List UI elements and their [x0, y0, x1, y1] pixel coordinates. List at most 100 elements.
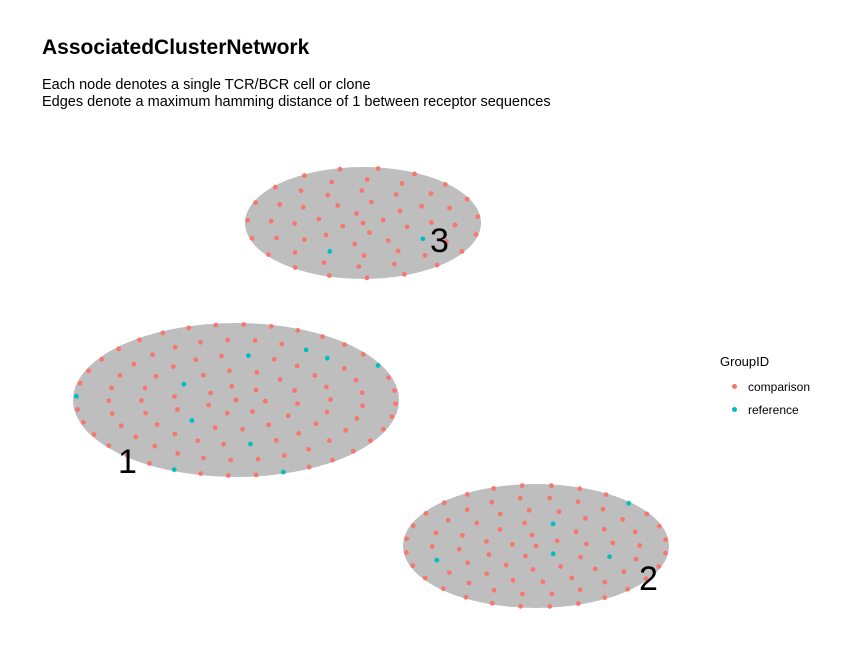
node-comparison — [160, 330, 166, 336]
node-comparison — [240, 426, 245, 432]
node-comparison — [285, 413, 291, 419]
node-comparison — [556, 509, 562, 515]
node-comparison — [106, 443, 112, 448]
node-comparison — [443, 239, 449, 244]
node-comparison — [364, 275, 370, 281]
node-comparison — [154, 422, 160, 427]
node-comparison — [325, 192, 331, 198]
node-comparison — [175, 451, 181, 456]
node-comparison — [526, 507, 532, 513]
node-comparison — [464, 196, 470, 202]
node-comparison — [519, 483, 525, 488]
node-comparison — [241, 322, 247, 327]
node-comparison — [253, 387, 259, 393]
node-comparison — [335, 203, 341, 208]
node-comparison — [518, 603, 523, 609]
node-comparison — [554, 538, 560, 544]
node-comparison — [271, 356, 277, 362]
node-comparison — [326, 273, 332, 278]
node-comparison — [368, 199, 374, 205]
node-comparison — [456, 546, 462, 552]
node-comparison — [360, 403, 365, 409]
legend-dot-comparison — [732, 384, 737, 389]
node-comparison — [292, 250, 298, 255]
node-comparison — [143, 410, 149, 416]
node-comparison — [320, 334, 325, 339]
node-comparison — [442, 182, 448, 187]
node-comparison — [253, 200, 258, 206]
node-comparison — [201, 455, 206, 461]
node-comparison — [298, 188, 304, 194]
node-comparison — [491, 587, 497, 593]
node-comparison — [324, 384, 329, 390]
node-reference — [434, 557, 440, 563]
node-comparison — [137, 337, 142, 343]
cluster-label: 2 — [639, 560, 658, 598]
node-comparison — [341, 366, 347, 371]
node-comparison — [364, 177, 370, 182]
node-reference — [550, 521, 556, 527]
node-comparison — [296, 431, 302, 436]
node-comparison — [601, 526, 607, 532]
node-comparison — [152, 443, 158, 449]
node-comparison — [228, 457, 234, 463]
node-comparison — [419, 203, 425, 209]
node-reference — [189, 418, 195, 423]
node-comparison — [356, 264, 362, 269]
node-reference — [327, 249, 333, 254]
node-comparison — [404, 224, 410, 230]
node-comparison — [277, 202, 283, 207]
node-comparison — [510, 577, 516, 583]
node-comparison — [337, 166, 343, 172]
node-comparison — [489, 600, 495, 606]
node-comparison — [360, 220, 366, 226]
node-comparison — [321, 260, 327, 265]
node-comparison — [306, 464, 312, 470]
node-comparison — [219, 353, 224, 359]
node-comparison — [139, 398, 144, 403]
node-comparison — [463, 594, 469, 600]
node-comparison — [250, 409, 255, 414]
node-comparison — [395, 248, 401, 254]
node-comparison — [656, 564, 662, 569]
node-comparison — [452, 222, 458, 228]
node-comparison — [577, 587, 583, 593]
node-comparison — [520, 591, 525, 597]
legend-label: reference — [748, 402, 799, 417]
node-comparison — [523, 553, 528, 559]
node-comparison — [575, 499, 581, 505]
node-comparison — [575, 601, 581, 606]
node-comparison — [292, 388, 297, 393]
node-comparison — [484, 538, 489, 544]
node-comparison — [225, 473, 231, 478]
node-reference — [280, 469, 286, 475]
node-comparison — [644, 511, 650, 517]
node-comparison — [473, 232, 479, 238]
node-comparison — [367, 230, 372, 236]
node-comparison — [533, 543, 539, 549]
node-comparison — [540, 579, 546, 585]
node-reference — [324, 355, 330, 361]
node-comparison — [489, 499, 495, 505]
node-comparison — [503, 562, 509, 568]
node-comparison — [212, 425, 218, 430]
node-comparison — [198, 471, 204, 476]
node-comparison — [279, 341, 285, 347]
node-comparison — [249, 235, 255, 241]
node-comparison — [253, 472, 259, 478]
node-comparison — [252, 338, 258, 343]
node-reference — [420, 236, 426, 242]
node-comparison — [547, 495, 552, 501]
node-comparison — [302, 173, 307, 179]
node-comparison — [109, 411, 115, 416]
node-comparison — [170, 364, 176, 369]
node-comparison — [306, 446, 311, 452]
node-comparison — [497, 511, 503, 517]
node-comparison — [195, 438, 201, 444]
node-comparison — [392, 388, 397, 393]
node-comparison — [445, 517, 451, 523]
node-comparison — [117, 373, 123, 378]
node-comparison — [91, 432, 97, 437]
node-comparison — [312, 373, 318, 378]
